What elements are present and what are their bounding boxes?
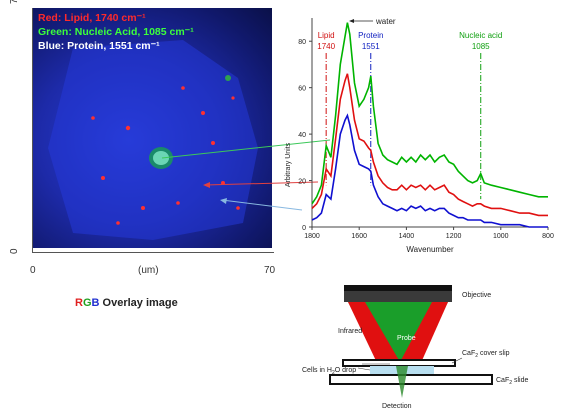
infrared-label: Infrared <box>338 328 362 335</box>
annotation-label-0: water <box>375 17 396 26</box>
series-line-1 <box>311 73 548 217</box>
annotation-sub-3: 1085 <box>472 42 490 51</box>
x-tick-label: 800 <box>542 233 554 240</box>
caf2-slide <box>329 374 493 385</box>
rgb-overlay-caption: RGB Overlay image <box>75 297 178 309</box>
pointer-line-blue <box>221 199 303 211</box>
x-tick-label: 1400 <box>399 233 415 240</box>
annotation-sub-2: 1551 <box>362 42 380 51</box>
objective-label: Objective <box>462 292 491 299</box>
rgb-overlay-image: Red: Lipid, 1740 cm⁻¹ Green: Nucleic Aci… <box>33 8 272 248</box>
series-line-2 <box>311 113 548 228</box>
y-tick-label: 0 <box>302 225 306 232</box>
pointer-lines <box>161 139 331 211</box>
annotation-arrowhead-0 <box>349 19 355 23</box>
image-y-axis <box>32 8 33 252</box>
detection-beam <box>396 366 408 398</box>
x-tick-label: 1200 <box>446 233 462 240</box>
annotation-label-3: Nucleic acid <box>459 31 502 40</box>
pointer-arrowhead-red <box>203 182 210 188</box>
overlay-legend-red: Red: Lipid, 1740 cm⁻¹ <box>38 12 146 24</box>
overlay-legend-blue: Blue: Protein, 1551 cm⁻¹ <box>38 40 160 52</box>
x-tick-label: 1800 <box>304 233 320 240</box>
pointer-arrowhead-blue <box>220 198 227 204</box>
y-tick-label: 40 <box>298 132 306 139</box>
cells-h2o-drop-label: Cells in H2O drop <box>302 367 356 376</box>
cell-image-art <box>48 40 258 240</box>
y-axis-title: Arbitrary Units <box>285 142 292 187</box>
caf2-cover-slip <box>342 359 456 367</box>
caption-r: R <box>75 297 83 309</box>
detection-label: Detection <box>382 403 412 410</box>
series-line-0 <box>311 22 548 205</box>
pointer-line-red <box>204 181 319 186</box>
y-tick-label: 20 <box>298 179 306 186</box>
image-x-min-label: 0 <box>30 265 36 276</box>
annotation-label-1: Lipid <box>318 31 335 40</box>
caption-g: G <box>82 297 92 309</box>
annotation-label-2: Protein <box>358 31 383 40</box>
infrared-beam-right <box>400 302 448 365</box>
caf2-slide-label: CaF2 slide <box>496 377 528 386</box>
infrared-beam-left <box>348 302 400 365</box>
image-x-axis <box>32 252 274 253</box>
overlay-legend-green: Green: Nucleic Acid, 1085 cm⁻¹ <box>38 26 194 38</box>
x-tick-label: 1000 <box>493 233 509 240</box>
caption-b: B <box>91 297 100 309</box>
y-tick-label: 60 <box>298 86 306 93</box>
image-x-max-label: 70 <box>264 265 276 276</box>
y-tick-label: 80 <box>298 39 306 46</box>
x-axis-title: Wavenumber <box>406 245 454 254</box>
annotation-sub-1: 1740 <box>317 42 335 51</box>
pointer-line-green <box>161 139 331 159</box>
x-tick-label: 1600 <box>351 233 367 240</box>
caf2-cover-slip-label: CaF2 cover slip <box>462 350 510 359</box>
image-x-unit-label: (um) <box>138 265 159 276</box>
probe-label: Probe <box>397 335 416 342</box>
caption-rest: Overlay image <box>99 297 178 309</box>
objective-top <box>344 285 452 291</box>
microscope-schematic: Objective Infrared Probe CaF2 cover slip… <box>302 285 528 410</box>
